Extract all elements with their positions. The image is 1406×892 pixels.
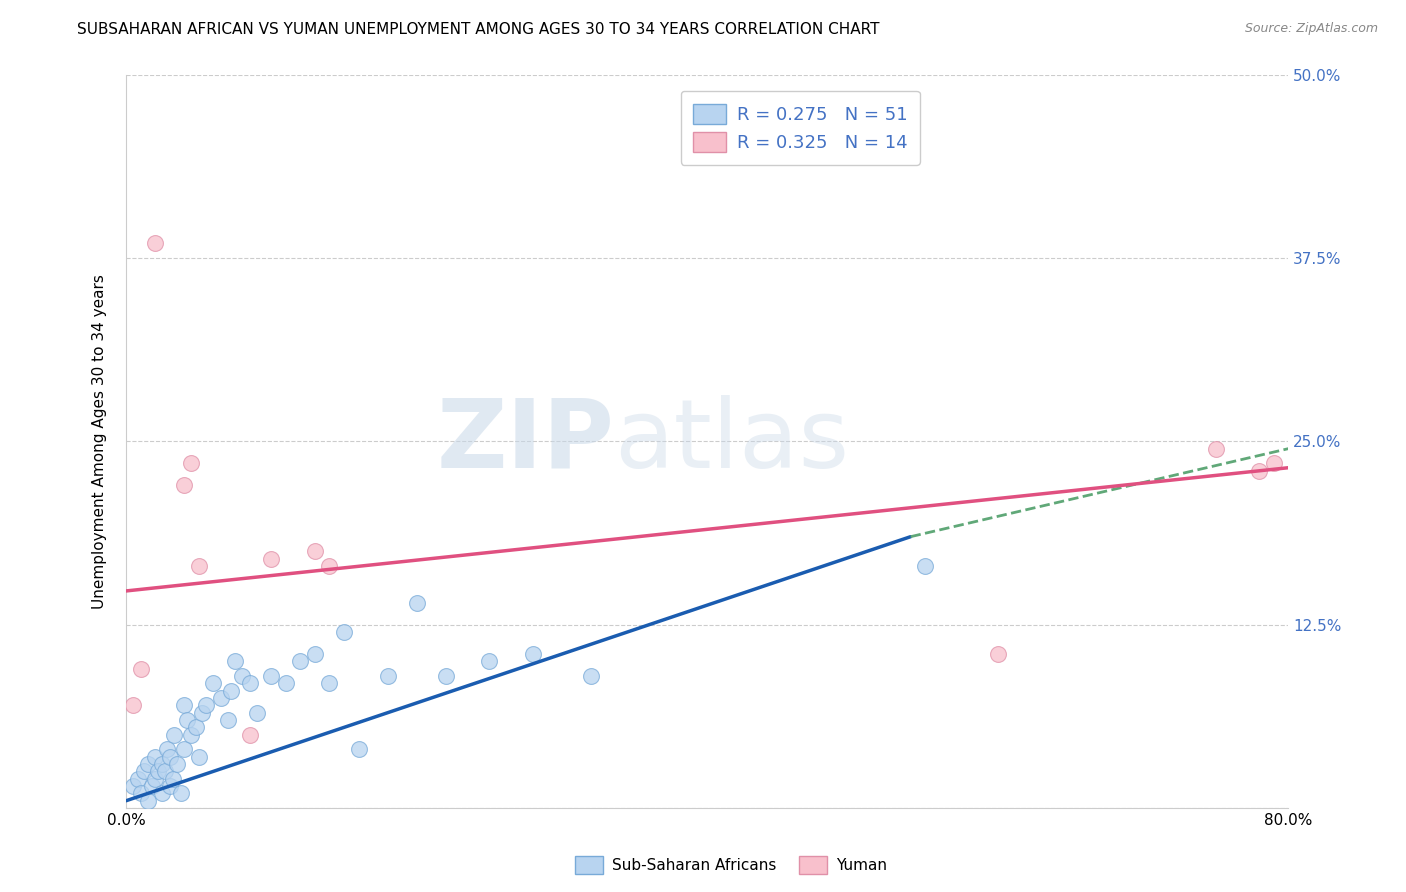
Point: [434, 669, 457, 683]
Point: [478, 654, 501, 668]
Legend: Sub-Saharan Africans, Yuman: Sub-Saharan Africans, Yuman: [569, 850, 893, 880]
Point: [190, 706, 212, 720]
Point: [162, 772, 184, 786]
Point: [143, 772, 166, 786]
Point: [187, 559, 209, 574]
Point: [224, 654, 246, 668]
Point: [579, 669, 602, 683]
Point: [143, 749, 166, 764]
Point: [136, 794, 159, 808]
Point: [155, 764, 177, 779]
Point: [122, 779, 145, 793]
Point: [239, 676, 262, 690]
Point: [159, 749, 181, 764]
Point: [219, 683, 242, 698]
Point: [173, 698, 195, 713]
Point: [180, 728, 202, 742]
Text: atlas: atlas: [614, 395, 849, 488]
Point: [914, 559, 936, 574]
Point: [304, 544, 326, 558]
Point: [173, 478, 195, 492]
Legend: R = 0.275   N = 51, R = 0.325   N = 14: R = 0.275 N = 51, R = 0.325 N = 14: [681, 91, 920, 165]
Point: [987, 647, 1010, 661]
Point: [166, 757, 188, 772]
Point: [231, 669, 253, 683]
Point: [141, 779, 163, 793]
Point: [163, 728, 186, 742]
Point: [127, 772, 149, 786]
Point: [318, 559, 340, 574]
Point: [274, 676, 297, 690]
Point: [246, 706, 269, 720]
Point: [377, 669, 399, 683]
Point: [405, 596, 427, 610]
Point: [176, 713, 198, 727]
Text: SUBSAHARAN AFRICAN VS YUMAN UNEMPLOYMENT AMONG AGES 30 TO 34 YEARS CORRELATION C: SUBSAHARAN AFRICAN VS YUMAN UNEMPLOYMENT…: [77, 22, 880, 37]
Point: [347, 742, 370, 756]
Y-axis label: Unemployment Among Ages 30 to 34 years: Unemployment Among Ages 30 to 34 years: [93, 274, 107, 608]
Point: [870, 96, 893, 111]
Point: [260, 669, 283, 683]
Point: [129, 786, 152, 800]
Point: [1249, 464, 1271, 478]
Point: [1205, 442, 1227, 456]
Point: [173, 742, 195, 756]
Text: ZIP: ZIP: [436, 395, 614, 488]
Point: [143, 236, 166, 251]
Point: [184, 720, 207, 734]
Point: [170, 786, 193, 800]
Point: [195, 698, 218, 713]
Point: [239, 728, 262, 742]
Point: [202, 676, 225, 690]
Point: [209, 691, 232, 706]
Point: [159, 779, 181, 793]
Point: [122, 698, 145, 713]
Point: [156, 742, 179, 756]
Point: [522, 647, 544, 661]
Point: [304, 647, 326, 661]
Point: [217, 713, 239, 727]
Point: [260, 551, 283, 566]
Point: [318, 676, 340, 690]
Point: [152, 786, 174, 800]
Point: [132, 764, 155, 779]
Point: [1263, 456, 1285, 470]
Point: [146, 764, 169, 779]
Point: [187, 749, 209, 764]
Point: [129, 662, 152, 676]
Point: [290, 654, 312, 668]
Point: [180, 456, 202, 470]
Point: [152, 757, 174, 772]
Point: [333, 625, 356, 640]
Text: Source: ZipAtlas.com: Source: ZipAtlas.com: [1244, 22, 1378, 36]
Point: [136, 757, 159, 772]
